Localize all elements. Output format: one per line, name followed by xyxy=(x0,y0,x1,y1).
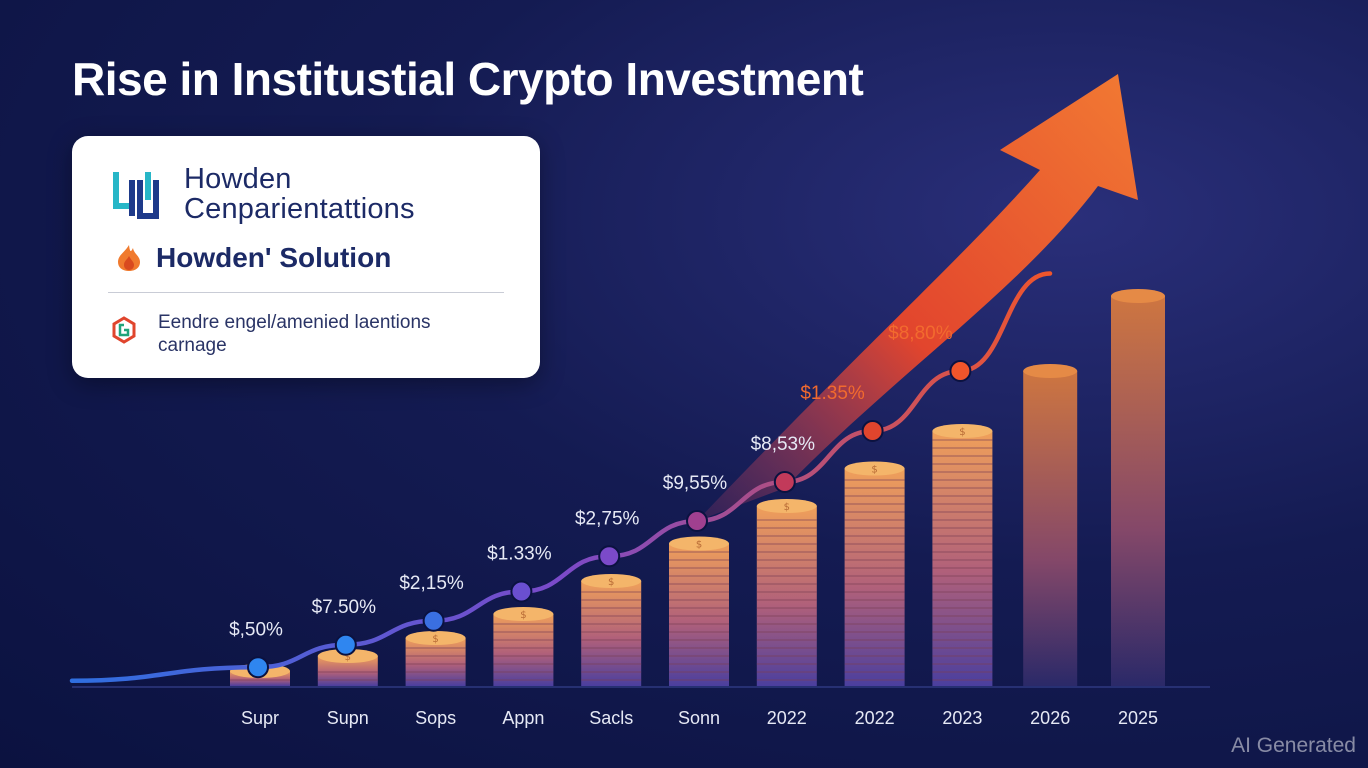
coin-top xyxy=(932,424,993,438)
trend-point-0 xyxy=(247,656,269,679)
trend-value-label-6: $8,53% xyxy=(751,434,816,455)
bar-5: $ xyxy=(669,536,729,686)
bar-3: $ xyxy=(493,607,554,686)
coin-stack xyxy=(405,638,466,686)
flame-icon xyxy=(118,245,140,271)
coin-symbol-icon: $ xyxy=(696,540,702,551)
category-label-1: Supn xyxy=(327,708,369,728)
coin-top xyxy=(405,631,466,645)
bar-10 xyxy=(1111,289,1165,686)
trend-point-1 xyxy=(334,633,357,656)
hexagon-shield-icon xyxy=(112,316,136,344)
trend-point-4 xyxy=(598,545,621,568)
coin-top xyxy=(317,649,378,663)
bar-6: $ xyxy=(756,499,817,686)
coin-symbol-icon: $ xyxy=(608,577,614,588)
bar-7: $ xyxy=(844,461,905,686)
category-label-7: 2022 xyxy=(855,708,895,728)
coin-top xyxy=(581,574,642,588)
trend-point-2 xyxy=(422,609,445,632)
category-label-8: 2023 xyxy=(942,708,982,728)
card-divider xyxy=(108,292,504,293)
coin-symbol-icon: $ xyxy=(784,502,790,513)
bar-top xyxy=(1023,364,1078,378)
sponsor-card: Howden Cenparientattions Howden' Solutio… xyxy=(72,136,540,378)
trend-point-5 xyxy=(686,510,708,532)
bar-pillar xyxy=(1111,296,1165,686)
coin-symbol-icon: $ xyxy=(959,427,965,438)
category-label-6: 2022 xyxy=(767,708,807,728)
coin-symbol-icon: $ xyxy=(345,652,351,663)
trend-points-layer: $,50% $7.50% $2,15% $1.33% $2,75% $9,55% $8,53… xyxy=(229,323,972,679)
trend-point-7 xyxy=(861,420,884,442)
brand-name: Howden xyxy=(184,163,292,195)
category-label-2: Sops xyxy=(415,708,456,728)
trend-value-label-0: $,50% xyxy=(229,619,283,640)
coin-stack xyxy=(581,581,642,686)
bars-layer: $$$$$$$$$ xyxy=(230,289,1165,686)
coin-top xyxy=(669,536,729,551)
chart-title: Rise in Institustial Crypto Investment xyxy=(72,53,864,105)
feature-row: Eendre engel/amenied laentions carnage xyxy=(112,312,431,358)
bar-9 xyxy=(1023,364,1078,686)
category-label-3: Appn xyxy=(502,708,544,728)
category-label-5: Sonn xyxy=(678,708,720,728)
solution-label: Howden' Solution xyxy=(156,242,392,273)
coin-top xyxy=(493,607,554,621)
coin-symbol-icon: $ xyxy=(871,465,877,476)
bar-2: $ xyxy=(405,631,466,686)
bar-pillar xyxy=(1023,371,1078,686)
trend-value-label-2: $2,15% xyxy=(399,573,464,594)
coin-top xyxy=(756,499,817,513)
category-label-0: Supr xyxy=(241,708,279,728)
brand-subtitle: Cenparientattions xyxy=(184,193,415,226)
feature-text-line-1: Eendre engel/amenied laentions xyxy=(158,312,431,333)
category-labels-layer: Supr Supn Sops Appn Sacls Sonn 2022 2022 2023 202… xyxy=(241,708,1158,728)
brand-row: Howden Cenparientattions xyxy=(110,164,415,225)
trend-point-6 xyxy=(773,471,796,493)
feature-text-line-2: carnage xyxy=(158,334,227,356)
bar-8: $ xyxy=(932,424,993,686)
coin-stack xyxy=(493,614,554,686)
coin-symbol-icon: $ xyxy=(432,634,438,645)
ai-generated-watermark: AI Generated xyxy=(1231,734,1356,757)
coin-stack xyxy=(844,468,905,686)
trend-value-label-3: $1.33% xyxy=(487,544,552,565)
trend-arrow xyxy=(697,74,1138,521)
coin-stack xyxy=(932,431,993,686)
bar-4: $ xyxy=(581,574,642,686)
category-label-9: 2026 xyxy=(1030,708,1070,728)
howden-logo-icon xyxy=(113,172,159,220)
trend-value-label-1: $7.50% xyxy=(312,597,377,618)
coin-symbol-icon: $ xyxy=(520,610,526,621)
category-label-10: 2025 xyxy=(1118,708,1158,728)
trend-point-8 xyxy=(949,360,972,382)
trend-value-label-5: $9,55% xyxy=(663,473,728,494)
trend-point-3 xyxy=(510,580,533,603)
coin-stack xyxy=(756,506,817,686)
trend-value-label-4: $2,75% xyxy=(575,508,640,529)
bar-top xyxy=(1111,289,1165,303)
coin-stack xyxy=(669,543,729,686)
trend-value-label-8: $8,80% xyxy=(888,323,953,344)
bar-1: $ xyxy=(317,649,378,686)
category-label-4: Sacls xyxy=(589,708,633,728)
solution-row: Howden' Solution xyxy=(116,242,391,274)
coin-top xyxy=(844,461,905,476)
trend-value-label-7: $1.35% xyxy=(800,383,865,404)
